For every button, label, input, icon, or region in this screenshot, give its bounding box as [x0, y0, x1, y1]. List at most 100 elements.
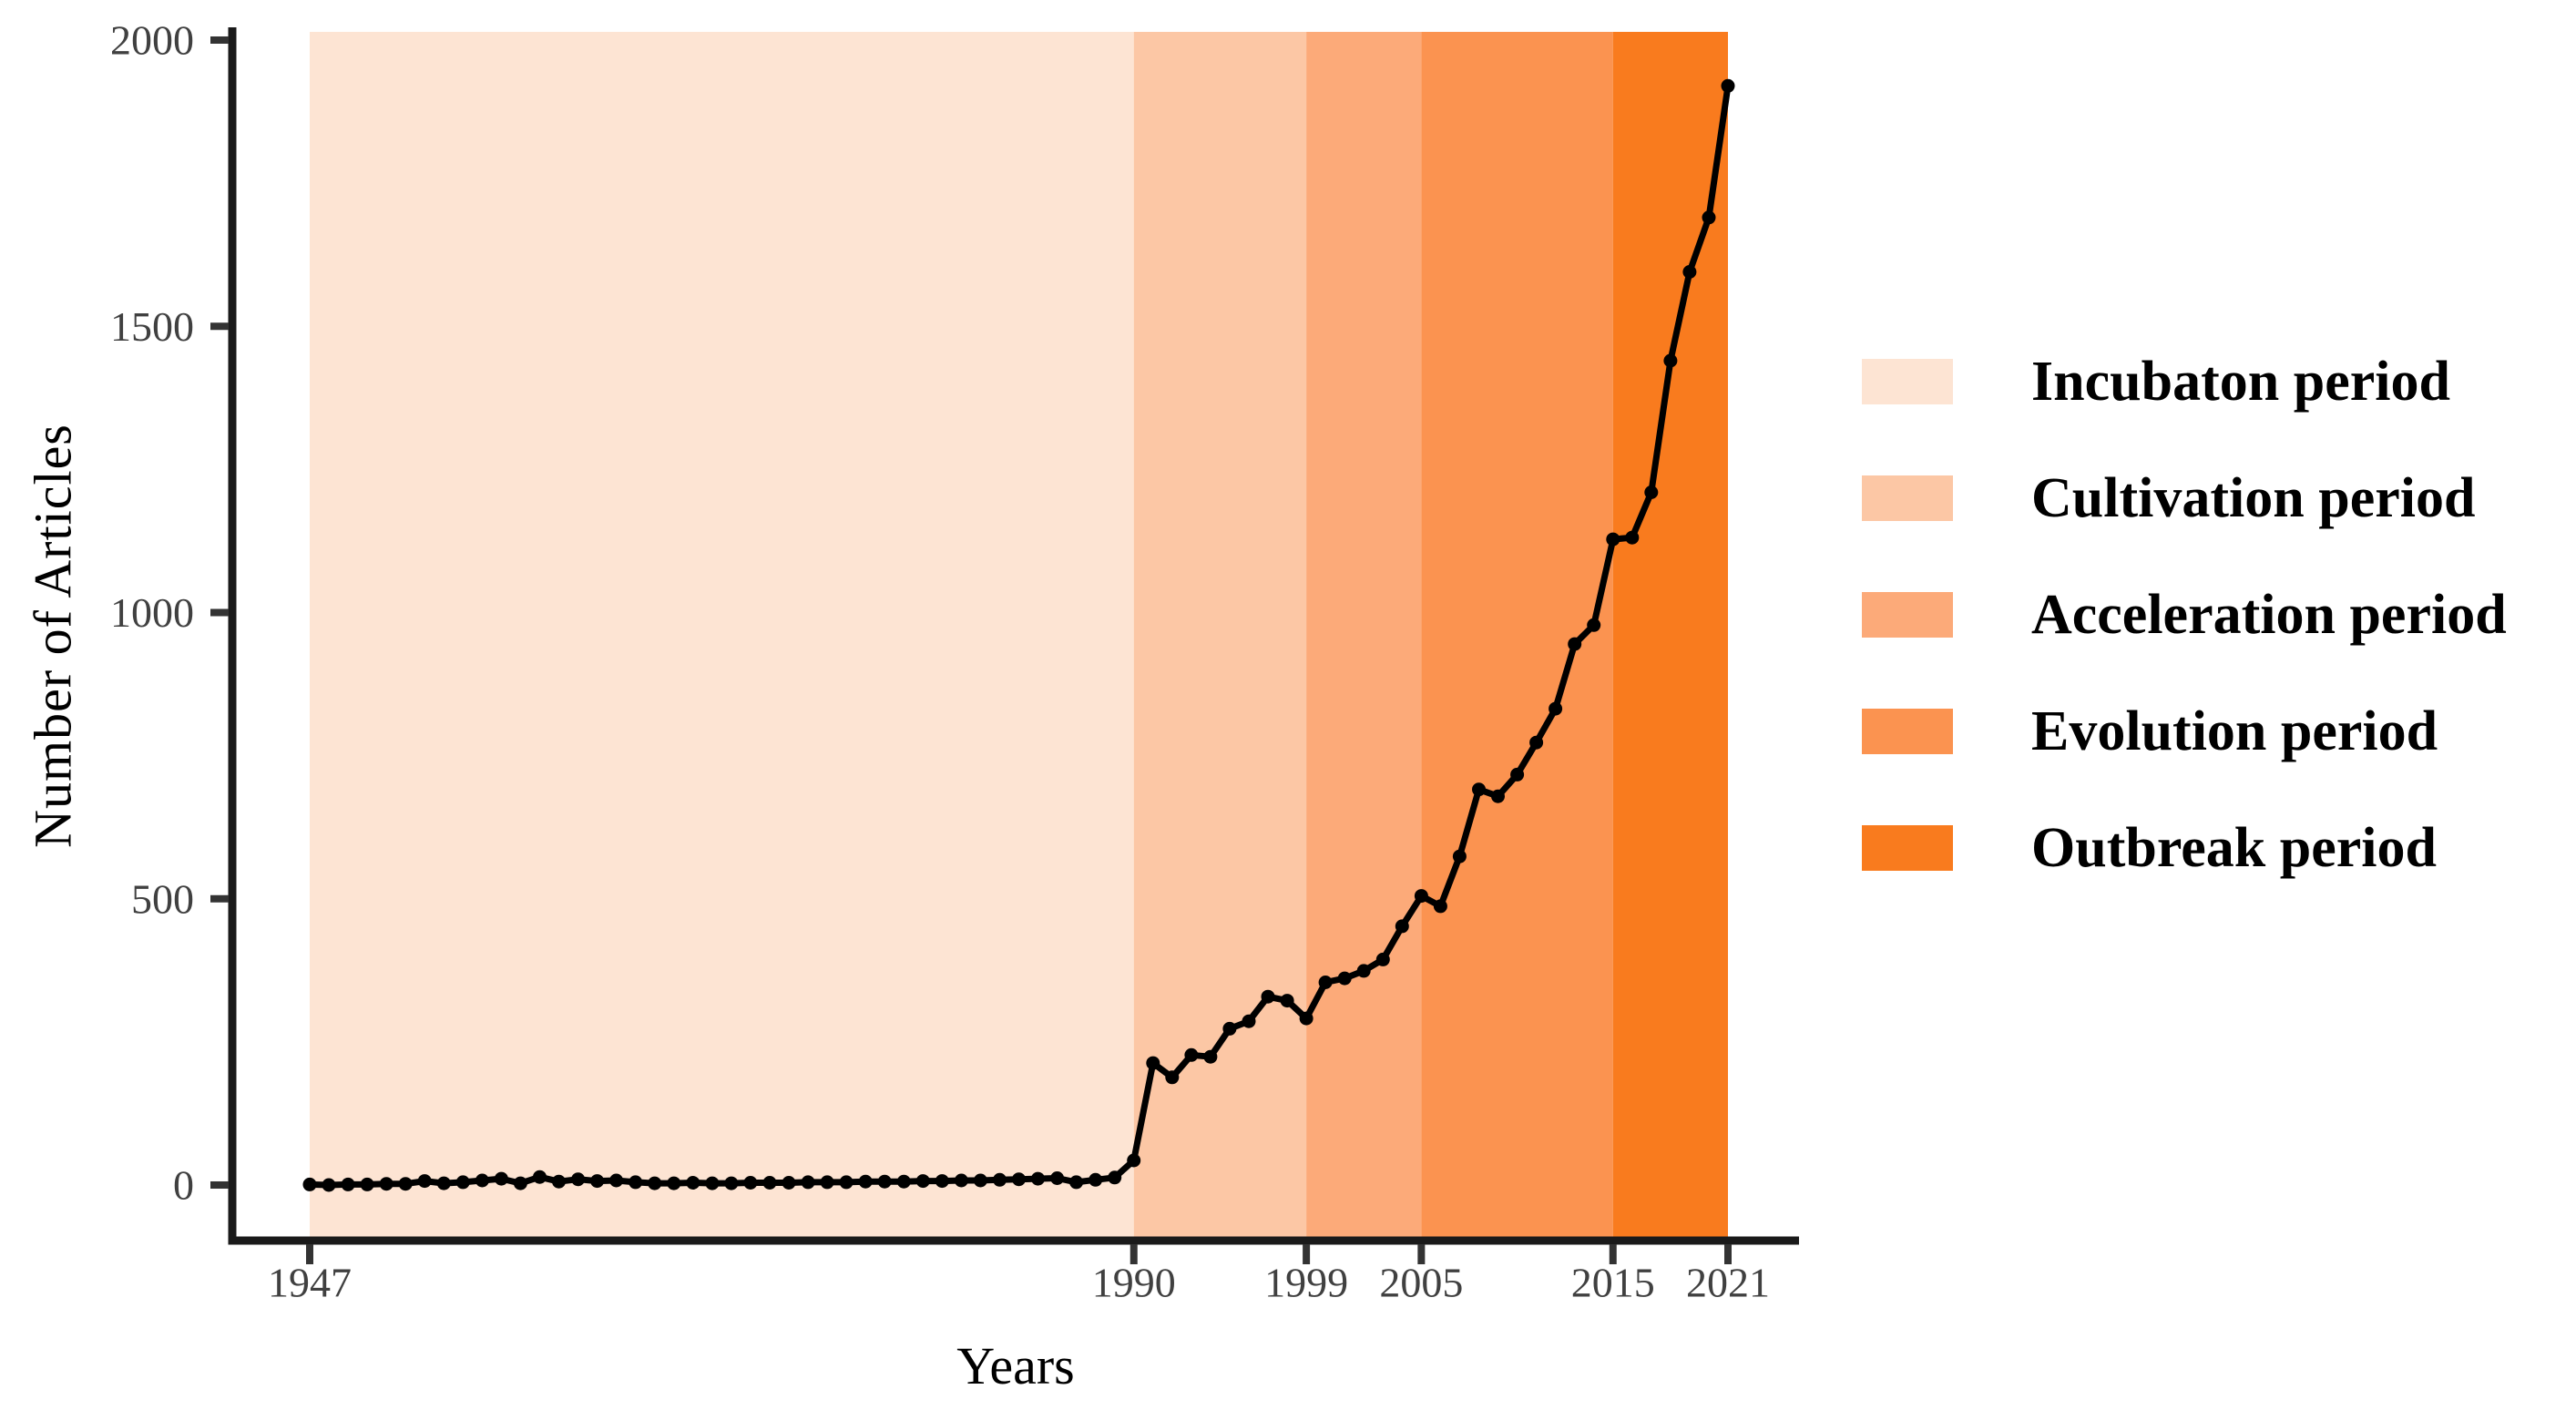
data-point-1976 [858, 1174, 873, 1189]
y-tick-label-2000: 2000 [110, 17, 194, 64]
data-point-1968 [705, 1176, 720, 1190]
data-point-1988 [1089, 1172, 1103, 1187]
data-point-1973 [801, 1175, 815, 1190]
data-point-1974 [820, 1175, 834, 1190]
period-band-cultivation [1133, 32, 1307, 1241]
y-tick-label-1000: 1000 [110, 589, 194, 636]
legend-swatch-evolution [1862, 709, 1953, 754]
data-point-1954 [436, 1176, 451, 1190]
data-point-2008 [1472, 782, 1486, 797]
data-point-1959 [533, 1170, 547, 1184]
data-point-1972 [782, 1176, 796, 1190]
data-point-2021 [1721, 78, 1735, 93]
legend-label-evolution: Evolution period [2031, 700, 2438, 762]
legend-swatch-outbreak [1862, 825, 1953, 871]
period-band-outbreak [1612, 32, 1728, 1241]
legend-label-acceleration: Acceleration period [2031, 583, 2507, 646]
data-point-1979 [915, 1174, 930, 1189]
data-point-2010 [1510, 767, 1525, 782]
data-point-1962 [590, 1174, 605, 1189]
data-point-1965 [648, 1176, 662, 1190]
legend-swatch-acceleration [1862, 592, 1953, 638]
y-tick-label-500: 500 [131, 875, 194, 922]
data-point-2004 [1395, 919, 1409, 934]
data-point-1996 [1242, 1014, 1256, 1028]
period-band-acceleration [1306, 32, 1422, 1241]
data-point-1982 [973, 1173, 987, 1188]
data-point-2013 [1568, 637, 1582, 651]
data-point-2015 [1606, 532, 1620, 547]
x-tick-label-2005: 2005 [1379, 1260, 1463, 1306]
legend-label-incubation: Incubaton period [2031, 350, 2450, 413]
data-point-1963 [609, 1173, 624, 1188]
data-point-1950 [360, 1177, 374, 1191]
data-point-1964 [629, 1175, 643, 1190]
data-point-2003 [1375, 952, 1390, 966]
data-point-1951 [379, 1177, 394, 1191]
data-point-1999 [1299, 1011, 1314, 1026]
legend-item-cultivation: Cultivation period [1862, 440, 2507, 557]
x-tick-label-1947: 1947 [268, 1260, 352, 1306]
data-point-1969 [724, 1176, 739, 1190]
data-point-1952 [398, 1177, 413, 1191]
legend-swatch-cultivation [1862, 475, 1953, 521]
y-axis-title: Number of Articles [23, 424, 83, 848]
data-point-1955 [455, 1175, 470, 1190]
data-point-2019 [1682, 265, 1697, 279]
data-point-2002 [1356, 964, 1371, 978]
data-point-2017 [1644, 485, 1659, 499]
data-point-2011 [1529, 735, 1544, 750]
y-tick-label-1500: 1500 [110, 303, 194, 350]
data-point-1947 [302, 1177, 317, 1191]
data-point-1981 [954, 1173, 968, 1188]
data-point-1961 [571, 1172, 586, 1187]
x-tick-label-2021: 2021 [1686, 1260, 1770, 1306]
data-point-1966 [667, 1176, 681, 1190]
period-band-incubation [310, 32, 1134, 1241]
data-point-1987 [1069, 1175, 1084, 1190]
data-point-1994 [1203, 1049, 1218, 1064]
data-point-2000 [1318, 976, 1333, 989]
x-tick-label-1999: 1999 [1264, 1260, 1348, 1306]
x-axis-title: Years [956, 1336, 1075, 1395]
legend-swatch-incubation [1862, 359, 1953, 404]
data-point-1975 [839, 1175, 854, 1190]
data-point-1949 [341, 1177, 355, 1191]
data-point-1957 [494, 1171, 508, 1186]
legend-item-evolution: Evolution period [1862, 673, 2507, 790]
data-point-1978 [896, 1174, 911, 1189]
data-point-2012 [1549, 701, 1563, 716]
data-point-1967 [686, 1176, 700, 1190]
legend-label-cultivation: Cultivation period [2031, 466, 2476, 529]
data-point-1960 [552, 1174, 566, 1189]
data-point-1989 [1108, 1170, 1122, 1185]
data-point-2018 [1663, 353, 1678, 368]
data-point-2009 [1491, 789, 1505, 803]
data-point-1985 [1031, 1171, 1045, 1186]
data-point-2001 [1337, 971, 1352, 986]
legend: Incubaton period Cultivation period Acce… [1862, 323, 2507, 906]
data-point-1953 [417, 1174, 432, 1189]
data-point-1984 [1012, 1172, 1026, 1187]
legend-item-incubation: Incubaton period [1862, 323, 2507, 440]
data-point-1977 [877, 1174, 892, 1189]
legend-label-outbreak: Outbreak period [2031, 816, 2437, 879]
data-point-1956 [475, 1173, 489, 1188]
x-tick-label-2015: 2015 [1571, 1260, 1655, 1306]
data-point-1993 [1184, 1047, 1199, 1062]
legend-item-acceleration: Acceleration period [1862, 557, 2507, 673]
data-point-1970 [743, 1176, 758, 1190]
data-point-1992 [1165, 1070, 1180, 1085]
data-point-1971 [762, 1176, 777, 1190]
data-point-1958 [513, 1176, 527, 1190]
x-tick-label-1990: 1990 [1092, 1260, 1176, 1306]
data-point-2005 [1414, 889, 1428, 904]
data-point-1997 [1261, 989, 1275, 1004]
data-point-1990 [1127, 1153, 1141, 1168]
data-point-1948 [322, 1178, 336, 1192]
data-point-2006 [1433, 899, 1447, 914]
data-point-2007 [1452, 849, 1467, 863]
y-tick-label-0: 0 [173, 1162, 194, 1209]
